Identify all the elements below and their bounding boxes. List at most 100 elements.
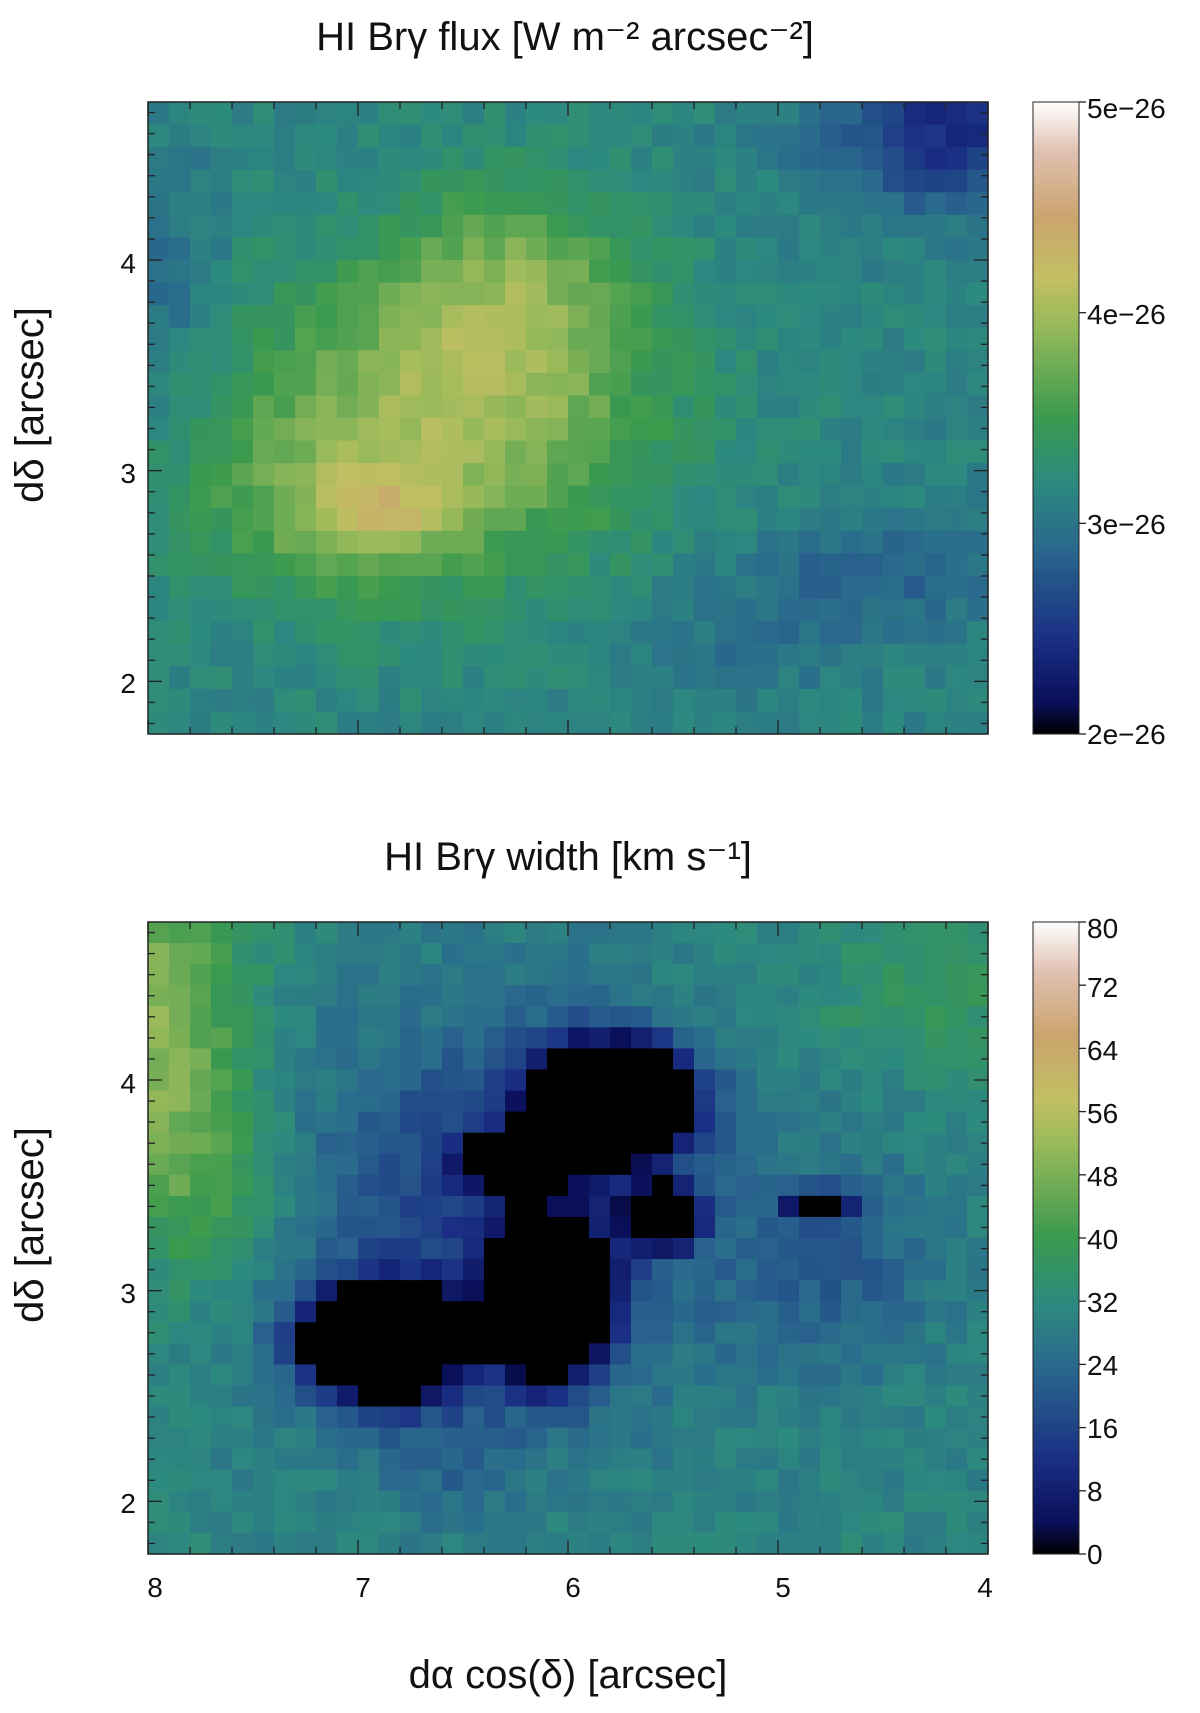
heatmap-cell (316, 1301, 338, 1323)
heatmap-cell (799, 350, 821, 374)
heatmap-cell (379, 350, 401, 374)
heatmap-cell (925, 1322, 947, 1344)
heatmap-cell (169, 530, 191, 555)
heatmap-cell (925, 102, 947, 126)
heatmap-cell (715, 598, 737, 622)
heatmap-cell (253, 922, 275, 944)
heatmap-cell (484, 350, 506, 374)
heatmap-cell (799, 169, 821, 193)
heatmap-cell (337, 350, 359, 374)
heatmap-cell (694, 124, 716, 148)
heatmap-cell (484, 1406, 506, 1429)
heatmap-cell (694, 147, 716, 171)
heatmap-cell (484, 985, 506, 1007)
heatmap-cell (904, 1259, 926, 1281)
heatmap-cell (841, 305, 863, 329)
heatmap-cell (757, 147, 779, 171)
heatmap-cell (967, 1048, 989, 1071)
heatmap-cell (253, 943, 275, 965)
heatmap-cell (694, 1469, 716, 1492)
heatmap-cell (169, 1469, 191, 1492)
heatmap-cell (379, 1111, 401, 1134)
heatmap-cell (589, 576, 611, 600)
heatmap-cell (463, 1111, 485, 1134)
heatmap-cell (883, 1427, 905, 1450)
heatmap-cell (421, 485, 443, 509)
heatmap-cell (673, 1532, 695, 1555)
heatmap-cell (463, 621, 485, 645)
heatmap-cell (379, 1069, 401, 1092)
heatmap-cell (799, 711, 821, 735)
heatmap-cell (232, 147, 254, 171)
heatmap-cell (232, 169, 254, 193)
heatmap-cell (232, 1511, 254, 1534)
heatmap-cell (547, 102, 569, 126)
heatmap-cell (400, 1532, 422, 1555)
heatmap-cell (526, 124, 548, 148)
heatmap-cell (211, 1280, 233, 1302)
heatmap-cell (316, 327, 338, 351)
heatmap-cell (442, 922, 464, 944)
panel2-cbar-label-5: 40 (1087, 1224, 1118, 1255)
heatmap-cell (967, 1153, 989, 1176)
heatmap-cell (589, 1406, 611, 1429)
heatmap-cell (967, 1427, 989, 1450)
heatmap-cell (232, 1364, 254, 1387)
heatmap-cell (484, 688, 506, 713)
heatmap-cell (673, 666, 695, 690)
heatmap-cell (484, 1132, 506, 1155)
heatmap-cell (484, 666, 506, 690)
heatmap-cell (841, 621, 863, 645)
heatmap-cell (337, 621, 359, 645)
heatmap-cell (295, 192, 317, 216)
heatmap-cell (169, 1153, 191, 1176)
heatmap-cell (736, 1385, 758, 1408)
heatmap-cell (862, 922, 884, 944)
heatmap-cell (841, 102, 863, 126)
heatmap-cell (757, 922, 779, 944)
heatmap-cell (337, 1427, 359, 1450)
heatmap-cell (820, 1280, 842, 1302)
heatmap-cell (442, 214, 464, 239)
heatmap-cell (925, 169, 947, 193)
heatmap-cell (862, 1048, 884, 1071)
heatmap-cell (547, 508, 569, 532)
heatmap-cell (148, 1238, 170, 1260)
heatmap-cell (841, 1301, 863, 1323)
heatmap-cell (694, 1427, 716, 1450)
heatmap-cell (421, 666, 443, 690)
heatmap-cell (253, 1532, 275, 1555)
heatmap-cell (925, 922, 947, 944)
heatmap-cell (316, 485, 338, 509)
heatmap-cell (337, 260, 359, 284)
heatmap-cell (232, 576, 254, 600)
heatmap-cell (169, 711, 191, 735)
heatmap-cell (946, 463, 968, 487)
heatmap-cell (421, 1364, 443, 1387)
heatmap-cell (736, 688, 758, 713)
heatmap-cell (442, 1385, 464, 1408)
heatmap-cell (925, 1195, 947, 1218)
heatmap-cell (358, 922, 380, 944)
heatmap-cell (421, 350, 443, 374)
heatmap-cell (316, 1090, 338, 1113)
heatmap-cell (148, 1322, 170, 1344)
heatmap-cell (946, 1511, 968, 1534)
heatmap-cell (547, 1153, 569, 1176)
heatmap-cell (232, 282, 254, 306)
heatmap-cell (148, 1343, 170, 1365)
heatmap-cell (253, 621, 275, 645)
heatmap-cell (421, 169, 443, 193)
heatmap-cell (295, 1153, 317, 1176)
heatmap-cell (736, 1238, 758, 1260)
heatmap-cell (757, 598, 779, 622)
heatmap-cell (505, 102, 527, 126)
heatmap-cell (799, 1511, 821, 1534)
heatmap-cell (484, 418, 506, 442)
panel2-x-tick-labels: 8 7 6 5 4 (147, 1572, 993, 1603)
heatmap-cell (484, 1195, 506, 1218)
heatmap-cell (148, 1216, 170, 1239)
heatmap-cell (610, 711, 632, 735)
heatmap-cell (211, 598, 233, 622)
heatmap-cell (169, 395, 191, 419)
